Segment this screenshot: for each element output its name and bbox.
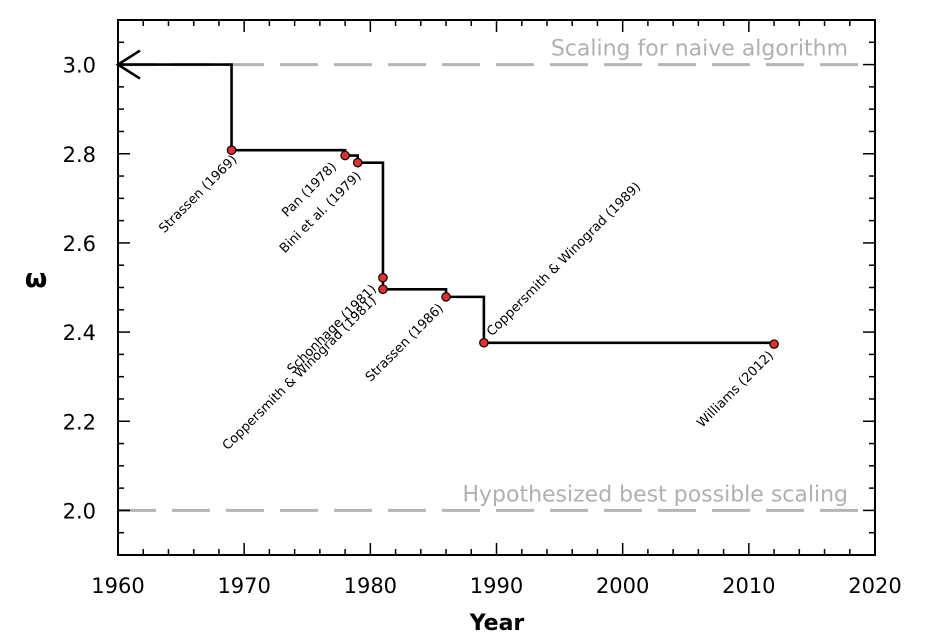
y-tick-label: 2.2 bbox=[63, 410, 96, 434]
y-tick-label: 2.0 bbox=[63, 499, 96, 523]
point-label-4: Coppersmith & Winograd (1981) bbox=[220, 294, 380, 454]
x-axis-title: Year bbox=[469, 611, 525, 636]
reference-label-1: Hypothesized best possible scaling bbox=[462, 482, 848, 507]
y-tick-label: 2.6 bbox=[63, 232, 96, 256]
axes: 1960 1970 1980 1990 2000 2010 2020 2.0 2.2 2.4 2.6… bbox=[63, 19, 902, 598]
reference-lines: Scaling for naive algorithm Hypothesized … bbox=[118, 37, 875, 512]
data-points bbox=[226, 145, 779, 349]
data-point-3 bbox=[378, 272, 388, 283]
point-label-5: Strassen (1986) bbox=[363, 301, 447, 385]
point-label-7: Williams (2012) bbox=[694, 348, 777, 431]
x-tick-label: 2000 bbox=[596, 574, 649, 598]
x-tick-label: 1960 bbox=[91, 574, 144, 598]
x-tick-label: 2020 bbox=[848, 574, 901, 598]
x-tick-label: 1990 bbox=[470, 574, 523, 598]
step-line bbox=[118, 63, 776, 345]
data-point-4 bbox=[378, 284, 388, 295]
y-tick-label: 2.4 bbox=[63, 321, 96, 345]
data-point-2 bbox=[352, 157, 363, 168]
y-tick-label: 3.0 bbox=[63, 54, 96, 78]
x-tick-label: 2010 bbox=[722, 574, 775, 598]
data-point-0 bbox=[226, 145, 237, 155]
x-tick-label: 1970 bbox=[217, 574, 270, 598]
data-point-5 bbox=[441, 292, 451, 302]
point-label-6: Coppersmith & Winograd (1989) bbox=[484, 180, 644, 340]
data-point-6 bbox=[479, 337, 489, 348]
reference-label-0: Scaling for naive algorithm bbox=[551, 37, 848, 62]
x-tick-label: 1980 bbox=[344, 574, 397, 598]
y-tick-label: 2.8 bbox=[63, 143, 96, 167]
point-labels: Strassen (1969) Pan (1978)Bini et al. (19… bbox=[156, 152, 777, 453]
data-point-7 bbox=[769, 339, 779, 349]
y-axis-title: ω bbox=[25, 264, 48, 294]
point-label-0: Strassen (1969) bbox=[156, 152, 240, 236]
data-point-1 bbox=[340, 150, 350, 161]
